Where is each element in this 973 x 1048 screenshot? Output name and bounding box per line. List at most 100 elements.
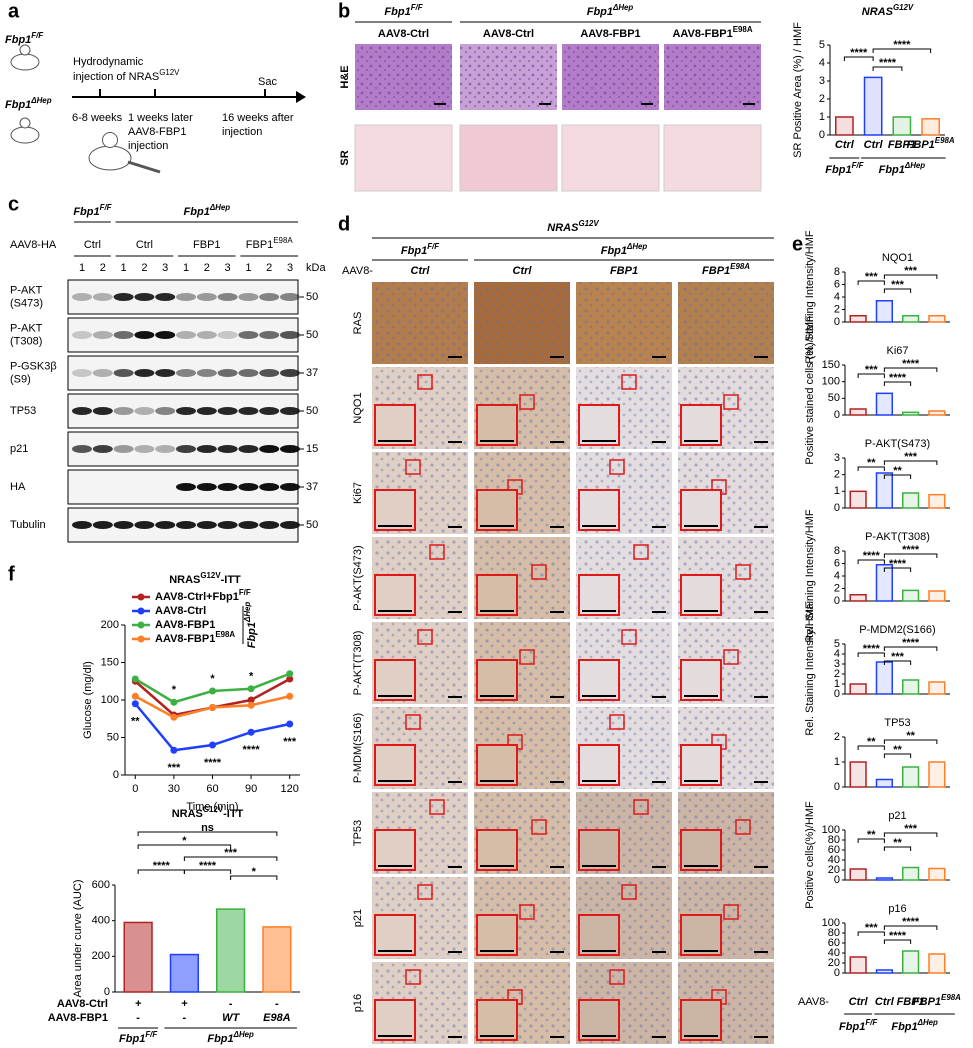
treatment-label: Ctrl (84, 239, 101, 251)
significance-bracket (872, 66, 903, 71)
significance-label: **** (153, 860, 171, 872)
inset-marker (519, 394, 535, 410)
legend-swatch (137, 635, 145, 643)
significance-bracket (883, 567, 912, 572)
blot-band (259, 331, 280, 339)
group-label-part: Fbp1 (879, 164, 905, 176)
blot-band (217, 293, 238, 301)
significance-label: * (172, 684, 177, 696)
series-point (170, 698, 178, 706)
sr-image (354, 124, 453, 192)
blot-band (176, 369, 196, 377)
blot-band (196, 483, 217, 491)
inset-marker (609, 459, 625, 475)
inset-image (578, 489, 620, 531)
blot-band (280, 445, 300, 453)
blot-band (113, 331, 134, 339)
y-tick-label: 2 (834, 668, 840, 680)
row-label: H&E (339, 65, 351, 88)
significance-label: * (210, 673, 215, 685)
y-tick-label: 8 (834, 266, 840, 278)
bar (262, 926, 292, 993)
group-label: Fbp1ΔHep (601, 242, 648, 257)
blot-band (196, 331, 217, 339)
blot-band (72, 407, 92, 415)
lane-label: 3 (287, 262, 293, 274)
inset-image (476, 489, 518, 531)
significance-bracket (883, 474, 912, 479)
bar (875, 392, 893, 416)
y-tick-label: 0 (113, 769, 119, 781)
inset-image (578, 659, 620, 701)
significance-label: ** (893, 837, 902, 849)
inset-image (680, 744, 722, 786)
significance-bracket (883, 739, 938, 744)
kda-label: 37 (306, 481, 318, 493)
significance-label: **** (893, 39, 911, 51)
inset-marker (531, 564, 547, 580)
y-axis-label: SR Positive Area (%) / HMF (792, 22, 804, 158)
group-label: Fbp1F/F (839, 1018, 877, 1033)
bar (902, 866, 920, 881)
inset-marker (405, 969, 421, 985)
y-tick-label: 2 (834, 303, 840, 315)
legend-label-part: AAV8-FBP1 (155, 633, 215, 645)
y-tick-label: 200 (101, 619, 119, 631)
inset-image (476, 574, 518, 616)
group-label: Fbp1F/F (401, 242, 439, 257)
y-tick-label: 0 (834, 409, 840, 421)
y-tick-label: 4 (834, 291, 840, 303)
ihc-texture (576, 282, 672, 364)
series-point (131, 675, 139, 683)
row-prefix: AAV8- (798, 996, 829, 1008)
significance-label: * (182, 835, 187, 847)
lane-label: 2 (100, 262, 106, 274)
x-category-label: FBP1E98A (913, 993, 961, 1008)
bar (902, 315, 920, 323)
bar (875, 564, 893, 602)
panel-title-part: NRAS (547, 222, 579, 234)
significance-label: ** (867, 457, 876, 469)
bar (169, 953, 199, 993)
bar (849, 868, 867, 881)
y-axis-label: Rel. Staining Intensity/HMF (804, 230, 816, 364)
group-label-part: Fbp1 (184, 206, 210, 218)
x-tick-label: 120 (281, 783, 299, 795)
table-cell: WT (222, 1012, 240, 1024)
inset-marker (723, 904, 739, 920)
y-axis-label: Rel. Staining Intensity/HMF (804, 602, 816, 736)
blot-band (217, 445, 238, 453)
inset-image (680, 659, 722, 701)
group-label-part: Fbp1 (119, 1033, 145, 1045)
bar (928, 410, 946, 416)
group-label-part: Fbp1 (384, 6, 410, 18)
column-label: FBP1 (610, 265, 638, 277)
bar (835, 116, 854, 136)
table-cell: - (275, 998, 279, 1010)
bar (928, 315, 946, 323)
bar (928, 493, 946, 509)
group-label: Fbp1ΔHep (879, 161, 926, 176)
x-tick-label-part: E98A (935, 136, 955, 145)
y-tick-label: 4 (819, 57, 825, 69)
inset-image (374, 914, 416, 956)
group-label-part: F/F (100, 203, 112, 212)
blot-band (113, 521, 134, 529)
x-category-label-part: FBP1 (913, 996, 941, 1008)
significance-bracket (872, 48, 932, 53)
significance-label: ** (867, 736, 876, 748)
inset-marker (405, 714, 421, 730)
significance-bracket (883, 832, 938, 837)
blot-label: P-GSK3β (10, 360, 57, 372)
y-tick-label: 100 (822, 376, 840, 388)
bar (902, 679, 920, 695)
column-label: Ctrl (411, 265, 431, 277)
he-texture (562, 44, 659, 110)
ihc-texture (678, 282, 774, 364)
y-tick-label: 0 (834, 874, 840, 886)
significance-label: **** (879, 57, 897, 69)
mouse-icon (102, 132, 118, 148)
chart-title-part: -ITT (223, 808, 243, 820)
bar (216, 908, 246, 993)
sr-image (561, 124, 660, 192)
